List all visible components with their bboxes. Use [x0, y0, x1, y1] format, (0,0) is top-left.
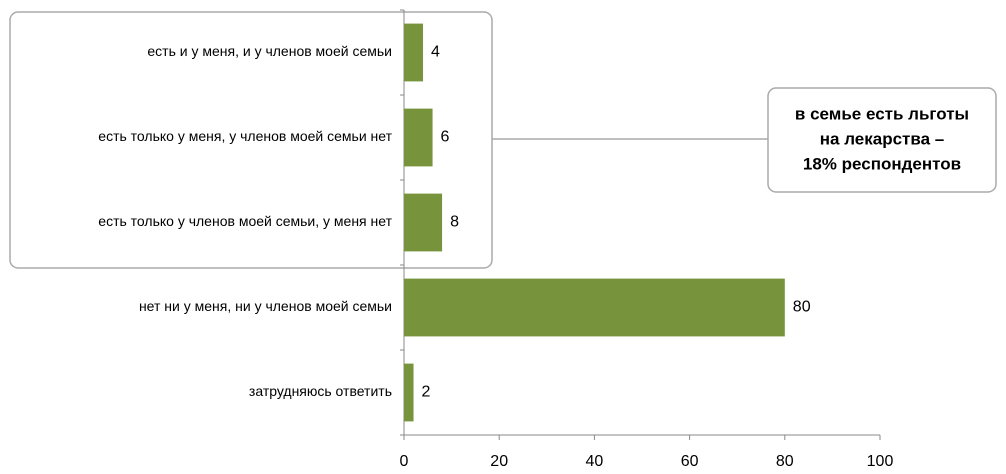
- x-tick-label: 0: [400, 453, 409, 470]
- value-label: 6: [441, 129, 450, 146]
- bar: [404, 363, 414, 422]
- x-tick-label: 80: [776, 453, 794, 470]
- y-tick-label: есть и у меня, и у членов моей семьи: [147, 43, 392, 59]
- value-label: 2: [422, 384, 431, 401]
- bar: [404, 193, 443, 252]
- x-tick-label: 60: [681, 453, 699, 470]
- annotation: на лекарства –: [820, 129, 944, 148]
- bar: [404, 23, 424, 82]
- bar: [404, 278, 785, 337]
- bar: [404, 108, 433, 167]
- x-tick-label: 20: [490, 453, 508, 470]
- x-tick-label: 40: [586, 453, 604, 470]
- y-tick-label: затрудняюсь ответить: [249, 383, 392, 399]
- value-label: 80: [793, 299, 811, 316]
- annotation: в семье есть льготы: [795, 104, 969, 123]
- y-tick-label: нет ни у меня, ни у членов моей семьи: [139, 298, 392, 314]
- group-box: [9, 11, 493, 269]
- annotation-box: [767, 87, 997, 193]
- value-label: 8: [450, 214, 459, 231]
- y-tick-label: есть только у членов моей семьи, у меня …: [98, 213, 392, 229]
- y-tick-label: есть только у меня, у членов моей семьи …: [98, 128, 392, 144]
- annotation: 18% респондентов: [803, 154, 961, 173]
- value-label: 4: [431, 44, 440, 61]
- x-tick-label: 100: [867, 453, 894, 470]
